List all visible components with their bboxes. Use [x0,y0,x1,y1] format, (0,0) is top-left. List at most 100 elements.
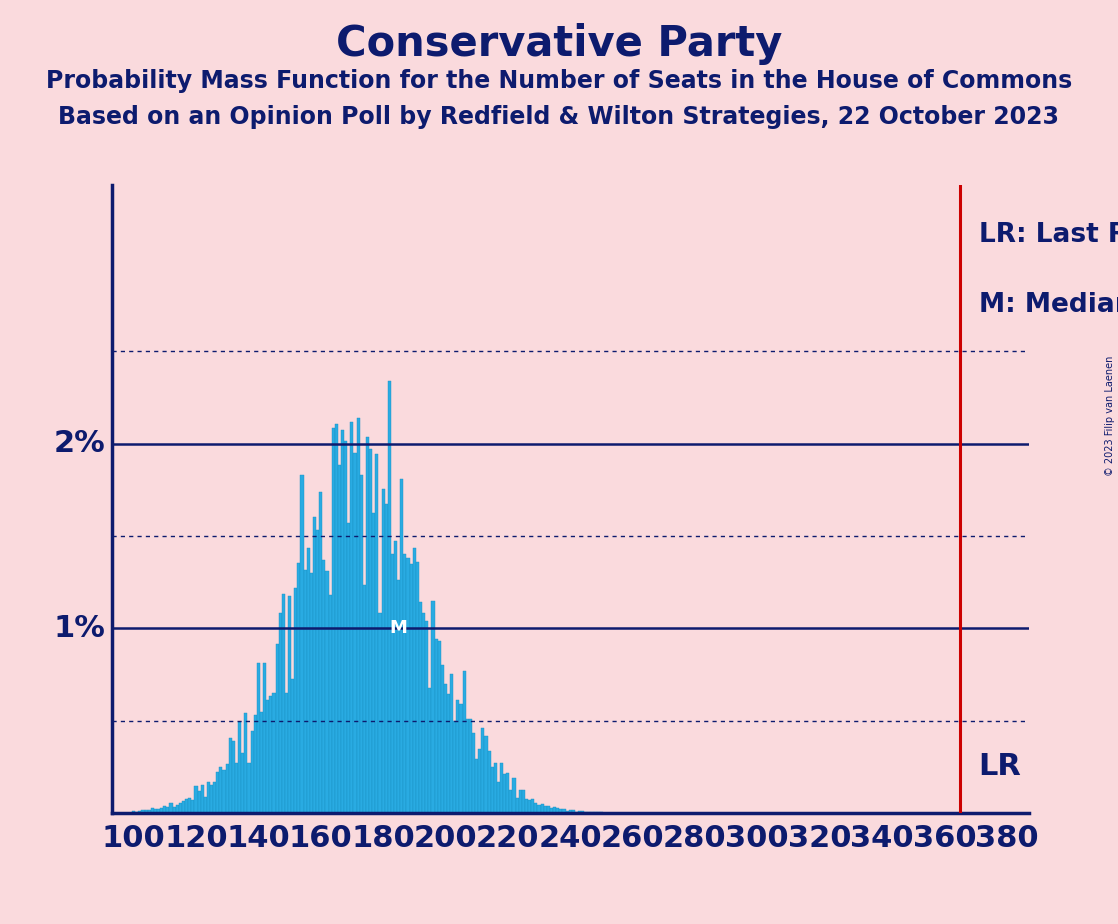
Bar [585,811,587,813]
Bar [571,810,575,813]
Bar [394,541,397,813]
Bar [306,548,310,813]
Text: 2%: 2% [54,429,105,458]
Bar [226,764,229,813]
Bar [341,430,344,813]
Bar [334,424,338,813]
Bar [135,811,139,813]
Bar [167,807,170,813]
Text: © 2023 Filip van Laenen: © 2023 Filip van Laenen [1106,356,1115,476]
Bar [263,663,266,813]
Bar [154,808,157,813]
Bar [400,480,404,813]
Bar [182,800,186,813]
Bar [503,774,506,813]
Bar [294,589,297,813]
Bar [313,517,316,813]
Bar [259,712,263,813]
Bar [369,448,372,813]
Bar [494,762,496,813]
Bar [325,570,329,813]
Bar [463,671,466,813]
Bar [569,809,571,813]
Bar [288,596,291,813]
Text: Conservative Party: Conservative Party [335,23,783,65]
Bar [413,549,416,813]
Bar [329,595,332,813]
Bar [525,799,528,813]
Bar [435,639,437,813]
Bar [186,798,188,813]
Bar [291,679,294,813]
Bar [519,790,522,813]
Bar [553,807,556,813]
Bar [144,810,148,813]
Bar [447,694,451,813]
Bar [250,731,254,813]
Bar [322,560,325,813]
Bar [176,805,179,813]
Bar [214,783,216,813]
Bar [198,791,200,813]
Text: LR: Last Result: LR: Last Result [978,223,1118,249]
Bar [451,674,453,813]
Bar [547,806,550,813]
Bar [397,580,400,813]
Bar [282,594,285,813]
Bar [543,806,547,813]
Bar [310,573,313,813]
Bar [366,437,369,813]
Bar [285,693,288,813]
Bar [148,810,151,813]
Bar [437,641,440,813]
Bar [444,684,447,813]
Bar [247,762,250,813]
Bar [559,809,562,813]
Bar [407,558,409,813]
Bar [222,770,226,813]
Bar [594,812,597,813]
Bar [534,803,538,813]
Bar [578,811,581,813]
Bar [385,505,388,813]
Bar [235,763,238,813]
Bar [419,602,423,813]
Bar [496,783,500,813]
Text: M: Median: M: Median [978,292,1118,318]
Bar [219,768,222,813]
Bar [453,721,456,813]
Bar [515,797,519,813]
Bar [425,621,428,813]
Bar [238,723,241,813]
Bar [360,475,363,813]
Bar [216,772,219,813]
Bar [363,585,366,813]
Bar [468,719,472,813]
Bar [378,613,381,813]
Bar [188,798,191,813]
Bar [344,442,348,813]
Bar [160,808,163,813]
Bar [491,767,494,813]
Bar [487,751,491,813]
Bar [350,422,353,813]
Text: Based on an Opinion Poll by Redfield & Wilton Strategies, 22 October 2023: Based on an Opinion Poll by Redfield & W… [58,105,1060,129]
Bar [506,772,510,813]
Bar [550,808,553,813]
Bar [200,785,203,813]
Bar [388,382,391,813]
Bar [479,749,482,813]
Bar [254,714,257,813]
Bar [157,808,160,813]
Bar [353,453,357,813]
Text: M: M [390,619,408,638]
Bar [139,810,141,813]
Bar [566,810,569,813]
Text: LR: LR [978,752,1022,782]
Bar [381,490,385,813]
Bar [556,808,559,813]
Bar [170,803,172,813]
Bar [466,719,468,813]
Bar [151,808,154,813]
Text: 1%: 1% [54,614,105,643]
